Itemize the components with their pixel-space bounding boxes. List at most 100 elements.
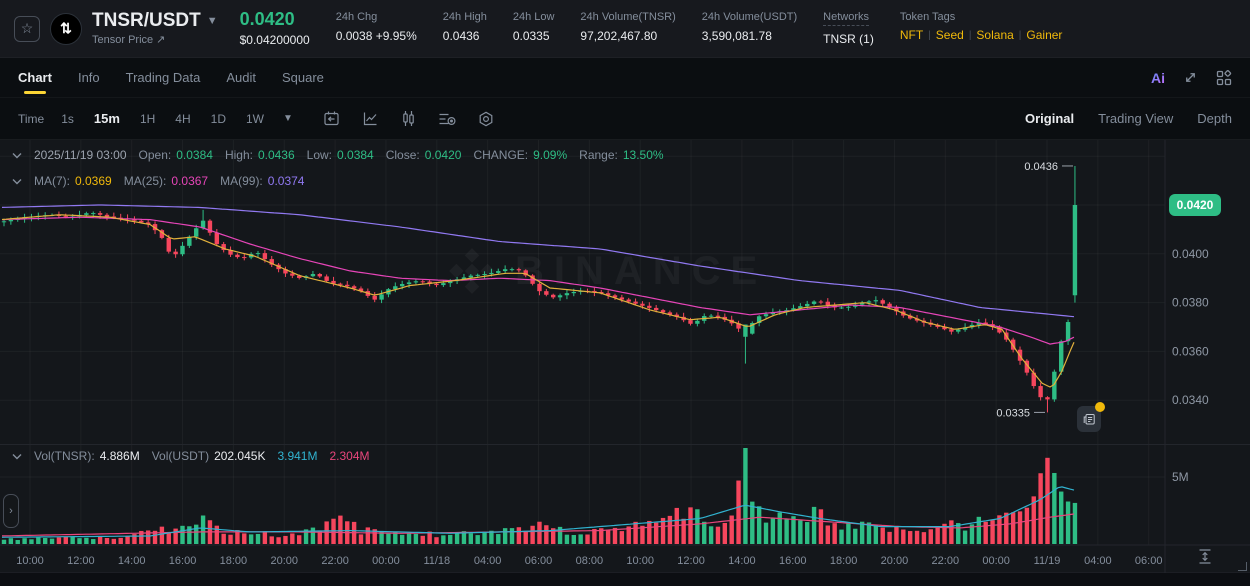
networks-label[interactable]: Networks [823,11,870,26]
tensor-price-link[interactable]: Tensor Price ↗ [92,34,218,46]
ai-assistant-button[interactable]: Ai [1151,69,1165,86]
close-value: 0.0420 [424,148,462,162]
vol-usdt-value: 202.045K [214,449,266,463]
view-trading-view[interactable]: Trading View [1098,111,1174,126]
toolbar-icons [323,110,494,127]
volume-axis-label: 5M [1172,470,1189,484]
x-axis-label[interactable]: 10:00 [16,555,44,567]
x-axis-label[interactable]: 00:00 [372,555,400,567]
token-tags-label: Token Tags [899,10,956,23]
tag-seed[interactable]: Seed [935,27,964,42]
x-axis-label[interactable]: 22:00 [932,555,960,567]
chevron-down-icon: ▼ [206,14,218,27]
interval-1w[interactable]: 1W [245,111,264,126]
tab-info[interactable]: Info [77,70,100,85]
gridlines [0,140,1165,545]
interval-1h[interactable]: 1H [139,111,156,126]
tab-square[interactable]: Square [281,70,324,85]
resize-corner-icon [1238,562,1247,571]
chart-style-icon[interactable] [362,110,379,127]
stat-24h-volume-usdt: 24h Volume(USDT) 3,590,081.78 [701,10,798,43]
y-axis-label: 0.0400 [1172,247,1209,261]
interval-4h[interactable]: 4H [175,111,191,126]
ma-legend: MA(7): 0.0369 MA(25): 0.0367 MA(99): 0.0374 [12,174,304,188]
ohlc-legend: 2025/11/19 03:00 Open: 0.0384 High: 0.0436… [12,148,664,162]
x-axis-label[interactable]: 11/19 [1034,555,1061,567]
jump-to-date-icon[interactable] [323,110,340,127]
x-axis-label[interactable]: 12:00 [677,555,705,567]
stat-24h-low: 24h Low 0.0335 [512,10,555,43]
tag-solana[interactable]: Solana [976,27,1014,42]
chevron-down-icon[interactable] [12,178,22,185]
x-axis-label[interactable]: 06:00 [525,555,553,567]
x-axis-label[interactable]: 20:00 [881,555,909,567]
x-axis-label[interactable]: 08:00 [576,555,604,567]
x-axis-label[interactable]: 06:00 [1135,555,1163,567]
favorite-button[interactable]: ☆ [14,15,40,42]
x-axis-label[interactable]: 22:00 [321,555,349,567]
chart-area: BINANCE 0.0400 0.0380 0.0360 0.0340 5M 0.0420… [0,140,1250,586]
x-axis-label[interactable]: 12:00 [67,555,95,567]
axis-scale-icon[interactable] [1197,548,1213,565]
compare-candles-icon[interactable] [401,110,416,127]
tab-chart[interactable]: Chart [18,58,52,97]
chevron-down-icon[interactable] [12,453,22,460]
fullscreen-icon[interactable] [1183,70,1198,85]
range-value: 13.50% [622,148,664,162]
low-annotation: 0.0335 [996,407,1030,419]
x-axis-label[interactable]: 00:00 [982,555,1010,567]
candlestick-chart[interactable]: 0.0400 0.0380 0.0360 0.0340 5M 0.0420 10:00 12:… [0,140,1250,586]
ma7-value: 0.0369 [75,174,112,188]
drawing-panel-expander[interactable]: › [3,494,19,528]
change-value: 9.09% [533,148,568,162]
networks-value: TNSR (1) [823,31,874,46]
interval-1s[interactable]: 1s [61,111,74,126]
vol-tnsr-value: 4.886M [99,449,140,463]
x-axis-label[interactable]: 14:00 [728,555,756,567]
vol-ma-fast-value: 3.941M [277,449,318,463]
news-button[interactable] [1077,402,1105,432]
x-axis-label[interactable]: 04:00 [1084,555,1112,567]
tag-gainer[interactable]: Gainer [1026,27,1063,42]
ma99-value: 0.0374 [267,174,305,188]
pair-selector[interactable]: TNSR/USDT ▼ [92,9,218,32]
high-annotation: 0.0436 [1024,161,1058,173]
chart-settings-icon[interactable] [478,111,494,127]
tab-trading-data[interactable]: Trading Data [125,70,201,85]
layout-grid-icon[interactable] [1216,69,1232,86]
view-original[interactable]: Original [1025,111,1075,126]
y-axis-label: 0.0360 [1172,344,1209,358]
token-arrows-icon: ⇅ [60,20,72,36]
chevron-down-icon[interactable] [12,152,22,159]
pair-block: TNSR/USDT ▼ Tensor Price ↗ [92,9,218,47]
x-axis-label[interactable]: 16:00 [169,555,197,567]
x-axis-label[interactable]: 10:00 [626,555,654,567]
x-axis-label[interactable]: 20:00 [270,555,298,567]
view-depth[interactable]: Depth [1197,111,1232,126]
tag-nft[interactable]: NFT [899,27,924,42]
ma25-value: 0.0367 [171,174,209,188]
stat-24h-high: 24h High 0.0436 [442,10,487,43]
interval-1d[interactable]: 1D [210,111,226,126]
indicators-icon[interactable] [438,111,456,127]
more-intervals-icon[interactable]: ▼ [282,113,293,124]
last-price-badge [1169,194,1221,216]
x-axis-label[interactable]: 04:00 [474,555,502,567]
x-axis-label[interactable]: 18:00 [830,555,858,567]
tab-right-icons: Ai [1151,70,1232,86]
tab-audit[interactable]: Audit [226,70,256,85]
stat-24h-volume-tnsr: 24h Volume(TNSR) 97,202,467.80 [580,10,676,43]
ma99-line [1,204,1075,318]
x-axis-label[interactable]: 11/18 [423,555,450,567]
star-icon: ☆ [20,20,34,36]
y-axis-label: 0.0340 [1172,393,1209,407]
interval-15m[interactable]: 15m [93,111,120,126]
x-axis-label[interactable]: 18:00 [220,555,248,567]
time-label: Time [18,111,45,126]
x-axis-label[interactable]: 16:00 [779,555,807,567]
pair-title: TNSR/USDT [92,9,201,31]
stat-networks: Networks TNSR (1) [823,11,874,46]
external-link-icon: ↗ [156,34,166,47]
x-axis-label[interactable]: 14:00 [118,555,146,567]
